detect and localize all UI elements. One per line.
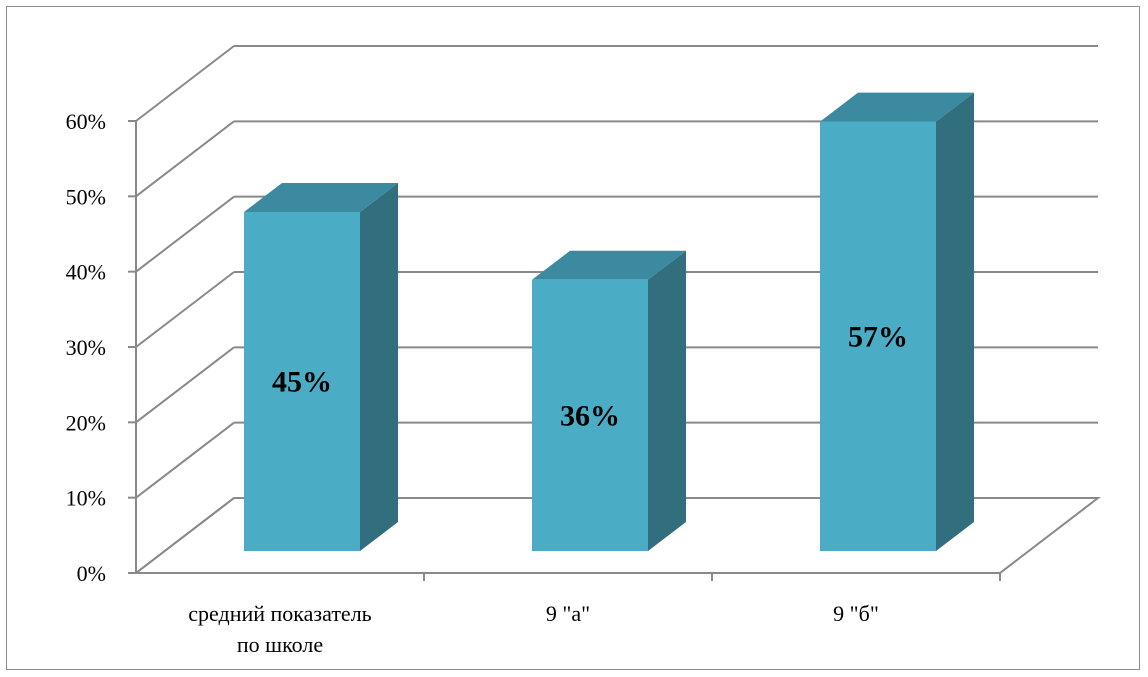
category-label-0-line-1: по школе <box>237 632 323 657</box>
bar-side-0 <box>360 183 398 551</box>
category-label-0-line-0: средний показатель <box>188 601 371 626</box>
bar-top-2 <box>820 92 974 122</box>
category-label-2-line-0: 9 "б" <box>833 601 879 626</box>
y-tick-label-5: 50% <box>66 184 106 209</box>
gridline-side-6 <box>135 45 235 122</box>
y-tick-label-1: 10% <box>66 486 106 511</box>
y-tick-label-3: 30% <box>66 335 106 360</box>
data-label-2: 57% <box>848 320 908 353</box>
bar-top-0 <box>244 183 398 212</box>
gridline-side-5 <box>135 120 235 198</box>
bar-1 <box>532 250 686 552</box>
axes <box>128 120 1001 581</box>
gridline-side-2 <box>135 346 235 424</box>
data-label-1: 36% <box>560 399 620 432</box>
category-label-1: 9 "а" <box>546 601 590 626</box>
y-tick-label-6: 60% <box>66 109 106 134</box>
bar-0 <box>244 183 398 551</box>
bar-side-2 <box>936 92 974 551</box>
bars <box>244 92 974 552</box>
labels: 0% 10% 20% 30% 40% 50% 60% 45% средний показател… <box>66 109 908 657</box>
bar-2 <box>820 92 974 551</box>
y-tick-label-2: 20% <box>66 410 106 435</box>
y-tick-label-0: 0% <box>77 561 106 586</box>
bar-front-1 <box>532 279 648 551</box>
category-label-0: средний показатель по школе <box>188 601 371 657</box>
bar-front-2 <box>820 121 936 551</box>
gridline-side-3 <box>135 271 235 348</box>
gridline-side-4 <box>135 195 235 273</box>
y-tick-label-4: 40% <box>66 260 106 285</box>
data-label-0: 45% <box>272 366 332 399</box>
bar-front-0 <box>244 212 360 551</box>
bar-top-1 <box>532 250 686 280</box>
category-label-2: 9 "б" <box>833 601 879 626</box>
bar-side-1 <box>648 250 686 552</box>
gridline-side-1 <box>135 421 235 499</box>
category-label-1-line-0: 9 "а" <box>546 601 590 626</box>
